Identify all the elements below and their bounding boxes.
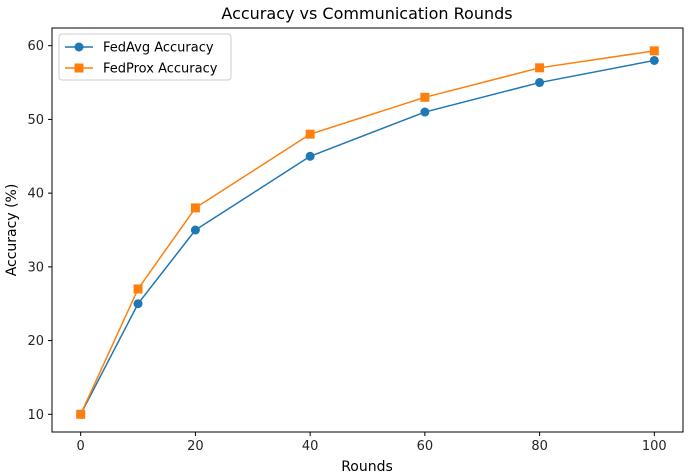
- x-tick-label: 20: [187, 439, 204, 454]
- y-tick-label: 10: [27, 408, 44, 423]
- fedprox-accuracy-point: [649, 46, 659, 56]
- y-tick-label: 60: [27, 39, 44, 54]
- fedavg-accuracy-point: [133, 299, 143, 309]
- axes: 0 20 40 60 80 100 10 20 30 40 50 60: [27, 27, 684, 454]
- plot-frame: [51, 27, 684, 433]
- fedprox-accuracy-point: [305, 129, 315, 139]
- fedprox-accuracy-point: [190, 203, 200, 213]
- fedprox-accuracy-point: [76, 409, 86, 419]
- fedprox-accuracy-legend-label: FedProx Accuracy: [103, 62, 218, 77]
- x-tick-label: 40: [302, 439, 319, 454]
- chart-title: Accuracy vs Communication Rounds: [221, 4, 512, 23]
- x-axis-label: Rounds: [341, 459, 393, 475]
- fedavg-accuracy-point: [190, 225, 200, 235]
- x-tick-label: 60: [417, 439, 434, 454]
- fedprox-accuracy-point: [133, 284, 143, 294]
- y-axis-label: Accuracy (%): [4, 184, 20, 277]
- y-tick-label: 50: [27, 113, 44, 128]
- y-tick-label: 40: [27, 187, 44, 202]
- fedavg-accuracy-line: [80, 59, 655, 415]
- fedavg-accuracy-point: [305, 151, 315, 161]
- fedavg-accuracy-point: [420, 107, 430, 117]
- fedprox-accuracy-line: [79, 50, 655, 415]
- fedavg-accuracy-point: [535, 78, 545, 88]
- fedavg-accuracy-point: [649, 55, 659, 65]
- legend-box: [58, 33, 232, 81]
- x-tick-label: 0: [77, 439, 85, 454]
- x-tick-label: 80: [531, 439, 548, 454]
- series-layer: [76, 46, 659, 419]
- fedprox-accuracy-legend-marker: [74, 63, 84, 73]
- y-tick-label: 30: [27, 260, 44, 275]
- x-tick-label: 100: [642, 439, 667, 454]
- legend: FedAvg Accuracy FedProx Accuracy: [58, 33, 232, 81]
- fedprox-accuracy-point: [420, 92, 430, 102]
- fedavg-accuracy-legend-marker: [74, 42, 84, 52]
- fedavg-accuracy-legend-label: FedAvg Accuracy: [103, 41, 214, 56]
- fedprox-accuracy-point: [535, 63, 545, 73]
- y-tick-label: 20: [27, 334, 44, 349]
